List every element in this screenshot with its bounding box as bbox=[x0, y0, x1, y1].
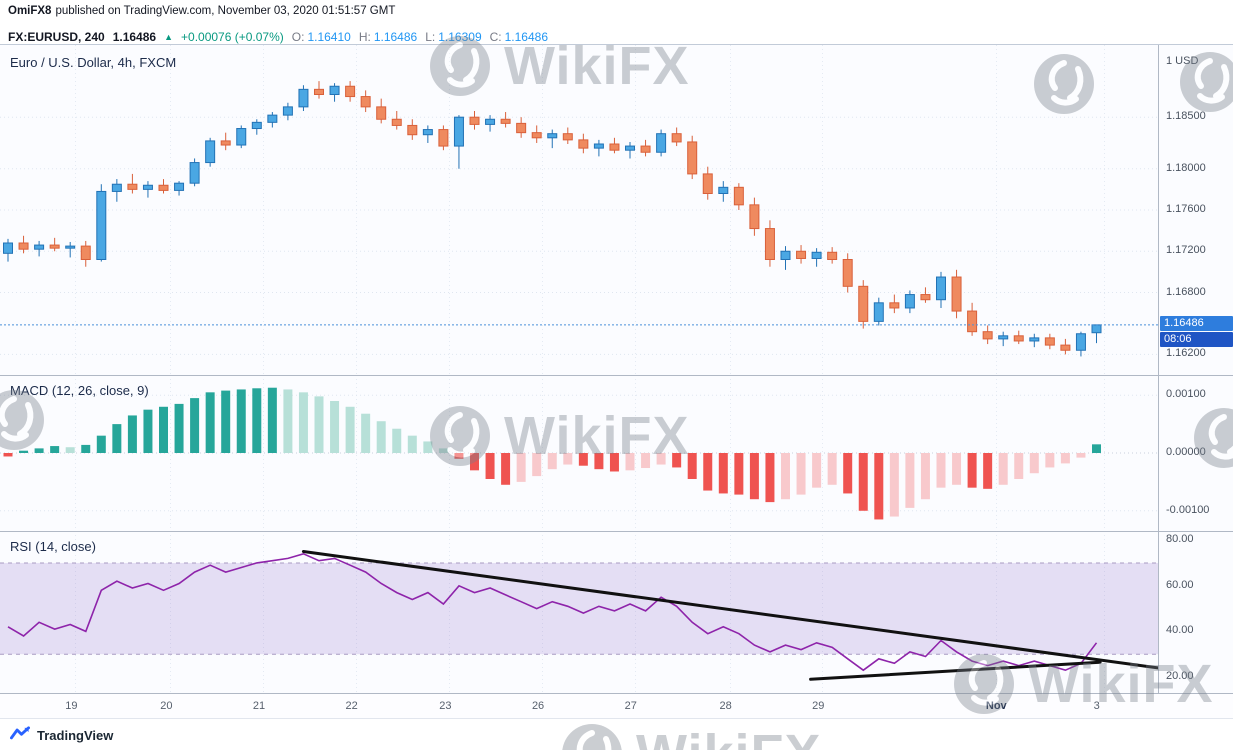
time-tick-label: 3 bbox=[1093, 700, 1100, 712]
axis-tick-label: 1.16800 bbox=[1166, 286, 1206, 298]
macd-legend[interactable]: MACD (12, 26, close, 9) bbox=[10, 383, 149, 398]
axis-tick-label: 20.00 bbox=[1166, 670, 1194, 682]
panel-separator bbox=[0, 531, 1233, 532]
axis-tick-label: 1.16200 bbox=[1166, 347, 1206, 359]
time-tick-label: 23 bbox=[439, 700, 452, 712]
time-axis[interactable]: 19 20 21 22 23 26 27 28 29 Nov 3 bbox=[0, 693, 1233, 719]
axis-tick-label: 1.17600 bbox=[1166, 203, 1206, 215]
time-tick-label: 20 bbox=[160, 700, 173, 712]
time-tick-label: 21 bbox=[252, 700, 266, 712]
main-chart-legend[interactable]: Euro / U.S. Dollar, 4h, FXCM bbox=[10, 55, 177, 70]
last-price-badge: 1.16486 bbox=[1160, 316, 1233, 331]
open-value: O: 1.16410 bbox=[291, 30, 351, 44]
time-tick-label: 27 bbox=[624, 700, 637, 712]
publish-info: OmiFX8 published on TradingView.com, Nov… bbox=[0, 0, 1233, 27]
tradingview-logo-icon[interactable] bbox=[10, 726, 30, 744]
close-value: C: 1.16486 bbox=[489, 30, 549, 44]
symbol-last-price: 1.16486 bbox=[112, 30, 157, 44]
price-axis[interactable]: 1.16486 08:06 1 USD 1.18500 1.18000 1.17600… bbox=[1158, 45, 1233, 693]
tradingview-brand[interactable]: TradingView bbox=[37, 727, 114, 743]
footer: TradingView bbox=[0, 718, 1233, 750]
rsi-trendline[interactable] bbox=[301, 550, 1158, 670]
axis-tick-label: 1.17200 bbox=[1166, 244, 1206, 256]
price-change: +0.00076 (+0.07%) bbox=[181, 30, 284, 44]
axis-tick-label: 80.00 bbox=[1166, 533, 1194, 545]
chart-area[interactable]: Euro / U.S. Dollar, 4h, FXCM MACD (12, 2… bbox=[0, 44, 1233, 719]
bar-countdown-badge: 08:06 bbox=[1160, 332, 1233, 347]
axis-tick-label: 60.00 bbox=[1166, 579, 1194, 591]
main-price-chart[interactable] bbox=[0, 45, 1158, 375]
axis-tick-label: 1.18000 bbox=[1166, 162, 1206, 174]
high-value: H: 1.16486 bbox=[358, 30, 418, 44]
symbol-name[interactable]: FX:EURUSD, 240 bbox=[8, 30, 105, 44]
time-tick-label: 19 bbox=[65, 700, 78, 712]
axis-tick-label: 0.00100 bbox=[1166, 388, 1206, 400]
publish-text: published on TradingView.com, November 0… bbox=[55, 5, 396, 17]
time-tick-label: 28 bbox=[719, 700, 732, 712]
symbol-info-bar: FX:EURUSD, 240 1.16486 ▲ +0.00076 (+0.07… bbox=[0, 27, 1233, 47]
rsi-trendline[interactable] bbox=[809, 660, 1102, 681]
low-value: L: 1.16309 bbox=[425, 30, 482, 44]
axis-tick-label: 40.00 bbox=[1166, 624, 1194, 636]
axis-tick-label: 0.00000 bbox=[1166, 446, 1206, 458]
time-tick-label: 29 bbox=[812, 700, 825, 712]
time-tick-label: 26 bbox=[531, 700, 545, 712]
time-tick-label: 22 bbox=[345, 700, 358, 712]
up-arrow-icon: ▲ bbox=[164, 32, 174, 42]
panel-separator bbox=[0, 375, 1233, 376]
rsi-legend[interactable]: RSI (14, close) bbox=[10, 539, 96, 554]
macd-indicator-chart[interactable] bbox=[0, 375, 1158, 531]
rsi-indicator-chart[interactable] bbox=[0, 531, 1158, 693]
axis-tick-label: -0.00100 bbox=[1166, 504, 1210, 516]
publisher-name: OmiFX8 bbox=[8, 5, 52, 17]
axis-tick-label: 1 USD bbox=[1166, 55, 1199, 67]
time-tick-label: Nov bbox=[985, 700, 1007, 712]
axis-tick-label: 1.18500 bbox=[1166, 110, 1206, 122]
